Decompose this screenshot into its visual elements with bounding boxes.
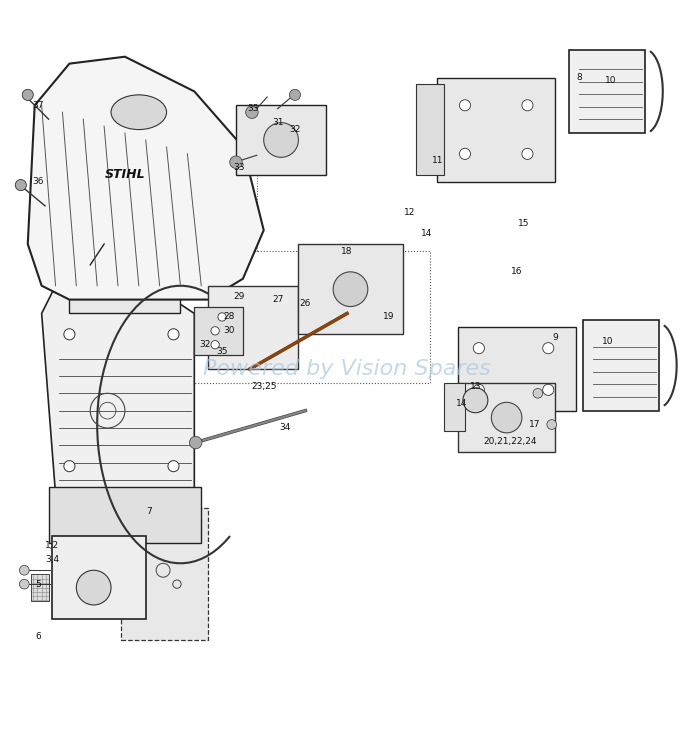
Circle shape xyxy=(522,100,533,111)
Circle shape xyxy=(522,148,533,159)
Polygon shape xyxy=(458,328,576,410)
Text: 6: 6 xyxy=(35,632,41,641)
Circle shape xyxy=(230,156,242,168)
Circle shape xyxy=(264,123,298,157)
Polygon shape xyxy=(121,508,208,640)
Text: 28: 28 xyxy=(223,312,235,322)
Text: 7: 7 xyxy=(146,507,152,516)
Text: 14: 14 xyxy=(456,399,467,408)
Text: 33: 33 xyxy=(248,104,259,113)
Circle shape xyxy=(15,179,26,190)
Circle shape xyxy=(19,565,29,575)
Polygon shape xyxy=(437,77,555,182)
Circle shape xyxy=(459,100,471,111)
Text: 20,21,22,24: 20,21,22,24 xyxy=(483,438,537,446)
Text: 34: 34 xyxy=(279,424,290,432)
Circle shape xyxy=(459,148,471,159)
Text: Powered by Vision Spares: Powered by Vision Spares xyxy=(203,359,491,379)
Polygon shape xyxy=(52,536,146,619)
Circle shape xyxy=(543,342,554,354)
Polygon shape xyxy=(28,57,264,300)
Circle shape xyxy=(168,328,179,340)
Text: 13: 13 xyxy=(470,382,481,391)
Circle shape xyxy=(491,402,522,433)
Text: 18: 18 xyxy=(341,246,353,255)
Text: 1,2: 1,2 xyxy=(45,542,59,551)
Text: 36: 36 xyxy=(33,177,44,186)
Circle shape xyxy=(22,89,33,100)
Text: 9: 9 xyxy=(552,334,558,342)
Circle shape xyxy=(211,340,219,349)
Circle shape xyxy=(463,387,488,413)
Text: 23,25: 23,25 xyxy=(251,382,276,391)
Circle shape xyxy=(211,327,219,335)
Polygon shape xyxy=(583,320,659,410)
Text: 17: 17 xyxy=(529,420,540,429)
Text: 3,4: 3,4 xyxy=(45,556,59,565)
Circle shape xyxy=(289,89,301,100)
Polygon shape xyxy=(208,286,298,369)
Text: 15: 15 xyxy=(518,218,530,228)
Circle shape xyxy=(533,388,543,398)
Circle shape xyxy=(543,384,554,396)
Text: 5: 5 xyxy=(35,579,41,589)
Text: 32: 32 xyxy=(289,125,301,134)
Text: 32: 32 xyxy=(199,340,210,349)
Circle shape xyxy=(168,461,179,472)
Circle shape xyxy=(547,420,557,430)
Circle shape xyxy=(64,461,75,472)
Text: 8: 8 xyxy=(577,73,582,82)
Text: 26: 26 xyxy=(300,299,311,308)
Circle shape xyxy=(19,579,29,589)
Circle shape xyxy=(218,313,226,321)
Text: 12: 12 xyxy=(404,208,415,218)
Ellipse shape xyxy=(111,95,167,130)
Circle shape xyxy=(333,272,368,306)
Circle shape xyxy=(473,384,484,396)
Text: 19: 19 xyxy=(383,312,394,322)
Text: 37: 37 xyxy=(33,101,44,110)
Circle shape xyxy=(189,436,202,449)
Text: 29: 29 xyxy=(234,292,245,300)
Text: 16: 16 xyxy=(511,267,523,276)
Text: 35: 35 xyxy=(217,347,228,356)
Circle shape xyxy=(473,342,484,354)
Text: 33: 33 xyxy=(234,163,245,172)
Polygon shape xyxy=(194,306,243,355)
Polygon shape xyxy=(444,383,465,432)
Polygon shape xyxy=(458,383,555,452)
Circle shape xyxy=(76,570,111,605)
Text: 14: 14 xyxy=(421,230,432,238)
Text: 10: 10 xyxy=(605,77,616,86)
Circle shape xyxy=(246,106,258,119)
Polygon shape xyxy=(298,244,403,334)
Polygon shape xyxy=(416,84,444,175)
Polygon shape xyxy=(236,106,326,175)
Polygon shape xyxy=(69,265,180,314)
Text: 27: 27 xyxy=(272,295,283,304)
Polygon shape xyxy=(569,49,645,133)
Text: 30: 30 xyxy=(223,326,235,335)
Text: 10: 10 xyxy=(602,337,613,345)
Polygon shape xyxy=(49,487,201,542)
Text: STIHL: STIHL xyxy=(105,168,145,182)
Text: 31: 31 xyxy=(272,118,283,127)
Circle shape xyxy=(64,328,75,340)
Text: 11: 11 xyxy=(432,156,443,165)
Polygon shape xyxy=(42,286,194,494)
FancyBboxPatch shape xyxy=(31,573,49,601)
